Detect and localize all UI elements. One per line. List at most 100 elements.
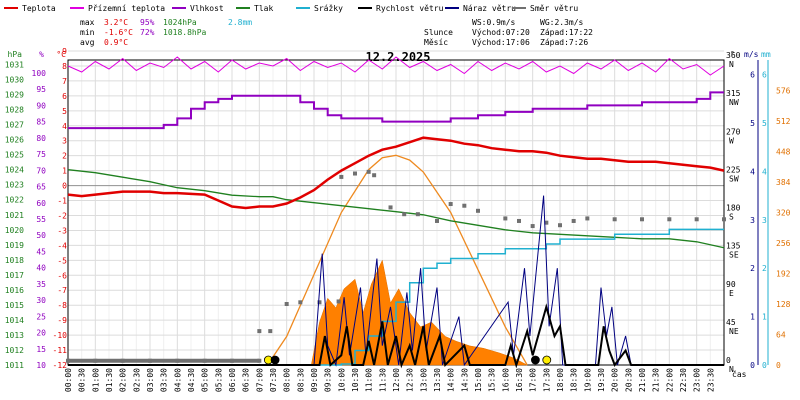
percent-tick: 50: [36, 231, 46, 240]
percent-tick: 65: [36, 183, 46, 192]
time-tick: 09:30: [324, 368, 333, 392]
percent-unit: %: [39, 50, 44, 59]
mm-tick: 4: [762, 167, 767, 176]
time-tick: 01:00: [91, 368, 100, 392]
humidity-line: [68, 91, 724, 130]
hpa-unit: hPa: [8, 50, 23, 59]
percent-tick: 35: [36, 280, 46, 289]
time-tick: 17:30: [542, 368, 551, 392]
time-tick: 12:00: [392, 368, 401, 392]
wind-direction-dot: [353, 171, 357, 176]
celsius-tick: -1: [57, 197, 67, 206]
percent-tick: 30: [36, 296, 46, 305]
time-tick: 07:00: [255, 368, 264, 392]
legend-label: Náraz větru: [463, 4, 516, 13]
wind-direction-dot: [257, 329, 262, 334]
time-tick: 18:00: [556, 368, 565, 392]
percent-tick: 80: [36, 134, 46, 143]
celsius-tick: 8: [62, 62, 67, 71]
wm2-tick: 576: [776, 87, 791, 96]
time-tick: 23:30: [706, 368, 715, 392]
percent-tick: 100: [32, 69, 47, 78]
wm2-tick: 512: [776, 117, 791, 126]
stat-avg-label: avg: [80, 38, 95, 47]
time-tick: 18:30: [570, 368, 579, 392]
temperature-line: [67, 136, 725, 210]
wind-speed-line: [68, 303, 724, 369]
percent-tick: 85: [36, 118, 46, 127]
wind-direction-dot: [667, 217, 672, 222]
stat-min-hum: 72%: [140, 28, 155, 37]
time-tick: 08:00: [283, 368, 292, 392]
direction-tick: 0: [726, 356, 731, 365]
hpa-tick: 1017: [5, 271, 24, 280]
time-tick: 08:30: [296, 368, 305, 392]
hpa-tick: 1019: [5, 241, 24, 250]
wm2-tick: 384: [776, 178, 791, 187]
wind-direction-dot: [435, 218, 439, 223]
stat-max-hum: 95%: [140, 18, 155, 27]
ms-tick: 4: [750, 167, 755, 176]
hpa-tick: 1031: [5, 61, 24, 70]
moonset-info: Západ:7:26: [540, 38, 588, 47]
celsius-tick: -7: [57, 286, 67, 295]
wind-direction-dot: [503, 216, 508, 221]
wm2-tick: 256: [776, 239, 791, 248]
moonrise-marker: [531, 355, 540, 365]
wind-direction-dot: [530, 224, 535, 229]
mm-tick: 5: [762, 119, 767, 128]
ms-unit: m/s: [744, 50, 759, 59]
percent-tick: 45: [36, 247, 46, 256]
x-axis-label: čas: [732, 369, 747, 379]
direction-unit: °: [730, 50, 735, 59]
direction-tick: 360: [726, 51, 741, 60]
time-tick: 15:00: [474, 368, 483, 392]
percent-tick: 90: [36, 101, 46, 110]
hpa-tick: 1013: [5, 331, 24, 340]
hpa-tick: 1027: [5, 121, 24, 130]
time-tick: 04:30: [187, 368, 196, 392]
direction-label: S: [729, 213, 734, 222]
time-tick: 05:30: [214, 368, 223, 392]
wm2-tick: 192: [776, 270, 791, 279]
time-tick: 20:30: [624, 368, 633, 392]
percent-tick: 20: [36, 329, 46, 338]
wind-direction-dot: [336, 299, 341, 304]
pressure-line: [67, 169, 725, 249]
celsius-tick: -2: [57, 211, 67, 220]
time-tick: 22:00: [665, 368, 674, 392]
wind-direction-dot: [388, 205, 393, 210]
time-tick: 06:00: [228, 368, 237, 392]
time-tick: 11:00: [365, 368, 374, 392]
time-tick: 16:30: [515, 368, 524, 392]
time-tick: 02:30: [132, 368, 141, 392]
percent-tick: 25: [36, 312, 46, 321]
plot-area: [66, 56, 726, 369]
direction-label: SE: [729, 251, 739, 260]
wind-gust-line: [68, 195, 724, 367]
percent-tick: 15: [36, 345, 46, 354]
stat-min-press: 1018.8hPa: [163, 28, 207, 37]
time-tick: 10:00: [337, 368, 346, 392]
wind-direction-dot: [571, 218, 576, 223]
hpa-tick: 1020: [5, 226, 24, 235]
percent-tick: 10: [36, 361, 46, 370]
wind-direction-dot: [694, 217, 699, 222]
time-tick: 05:00: [201, 368, 210, 392]
celsius-tick: -4: [57, 241, 67, 250]
wind-direction-dot: [640, 217, 644, 222]
wind-gust-info: WG:2.3m/s: [540, 18, 584, 27]
wm2-tick: 64: [776, 331, 786, 340]
percent-tick: 55: [36, 215, 46, 224]
time-tick: 12:30: [406, 368, 415, 392]
hpa-tick: 1021: [5, 211, 24, 220]
celsius-tick: -10: [53, 331, 68, 340]
wind-direction-dot: [462, 203, 467, 208]
time-tick: 00:30: [78, 368, 87, 392]
celsius-tick: -5: [57, 256, 67, 265]
time-tick: 09:00: [310, 368, 319, 392]
time-tick: 04:00: [173, 368, 182, 392]
measured-radiation-area: [311, 259, 528, 366]
wind-direction-dot: [448, 202, 453, 207]
hpa-tick: 1022: [5, 196, 24, 205]
